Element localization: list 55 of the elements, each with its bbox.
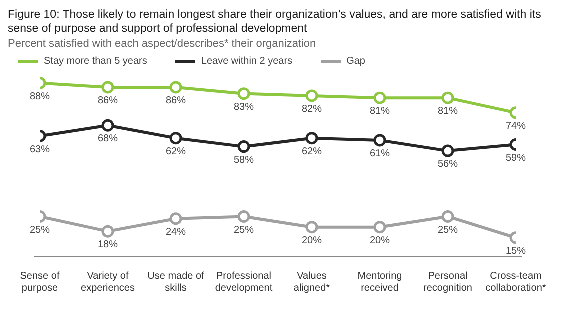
data-label: 81%: [438, 106, 458, 118]
chart-title: Figure 10: Those likely to remain longest share their organization’s values, and are more satisfied with its sense of purpose and support of professional development: [8, 8, 542, 36]
x-tick-label: Sense of purpose: [20, 271, 60, 294]
legend-label: Leave within 2 years: [200, 56, 293, 67]
data-label: 20%: [370, 235, 390, 246]
x-tick-label: Mentoring received: [358, 271, 402, 294]
point: [306, 221, 318, 234]
point: [102, 119, 114, 132]
legend-label: Gap: [346, 56, 366, 67]
data-label: 15%: [506, 246, 526, 258]
point: [102, 81, 114, 94]
point: [442, 92, 454, 104]
data-label: 20%: [302, 235, 322, 246]
data-label: 82%: [302, 104, 322, 116]
point: [374, 134, 386, 147]
point: [374, 221, 386, 234]
point: [238, 140, 250, 154]
data-label: 25%: [30, 224, 50, 236]
data-label: 86%: [166, 96, 186, 107]
point: [306, 132, 318, 145]
data-label: 25%: [234, 224, 254, 236]
chart-subtitle: Percent satisfied with each aspect/describes* their organization: [8, 38, 318, 50]
data-label: 58%: [234, 154, 254, 166]
data-label: 81%: [370, 106, 390, 118]
data-label: 18%: [98, 240, 118, 251]
point: [442, 210, 454, 223]
x-tick-label: Professional development: [215, 271, 273, 294]
x-tick-label: Values aligned*: [294, 271, 330, 294]
data-label: 25%: [438, 224, 458, 236]
data-label: 86%: [98, 96, 118, 107]
data-label: 24%: [166, 226, 186, 238]
data-label: 59%: [506, 152, 526, 164]
x-tick-label: Use made of skills: [148, 271, 205, 294]
legend-label: Stay more than 5 years: [43, 56, 148, 67]
point: [238, 88, 250, 100]
point: [306, 90, 318, 102]
point: [170, 81, 182, 94]
x-tick-label: Cross-team collaboration*: [486, 271, 546, 294]
data-label: 62%: [302, 146, 322, 158]
point: [238, 210, 250, 223]
point: [170, 212, 182, 226]
data-label: 56%: [438, 159, 458, 170]
point: [170, 132, 182, 145]
x-tick-label: Variety of experiences: [81, 271, 135, 294]
x-tick-label: Personal recognition: [424, 271, 472, 294]
point: [374, 92, 386, 104]
data-label: 62%: [166, 146, 186, 158]
data-label: 74%: [506, 121, 526, 132]
data-label: 88%: [30, 91, 50, 102]
data-label: 68%: [98, 134, 118, 145]
data-label: 61%: [370, 148, 390, 160]
point: [102, 225, 114, 238]
data-label: 83%: [234, 102, 254, 113]
data-label: 63%: [30, 144, 50, 156]
point: [442, 144, 454, 158]
